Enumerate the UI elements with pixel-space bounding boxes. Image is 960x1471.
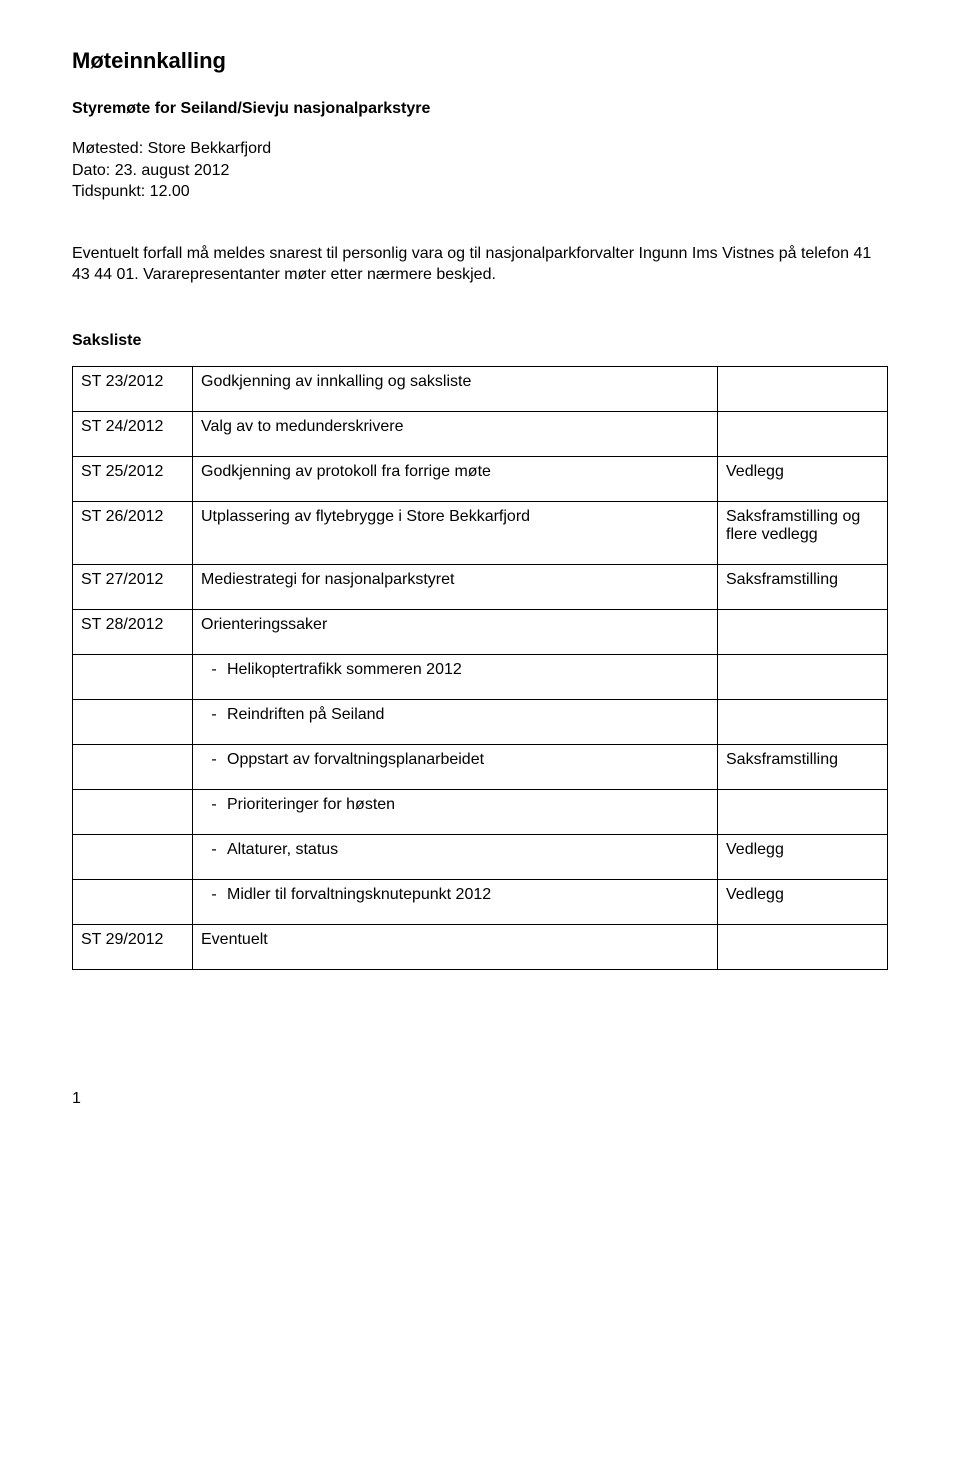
dash-icon: - [201,886,227,904]
case-note: Saksframstilling og flere vedlegg [718,501,888,564]
case-note: Vedlegg [718,879,888,924]
case-code [73,699,193,744]
case-code [73,744,193,789]
case-code: ST 28/2012 [73,609,193,654]
case-note [718,654,888,699]
table-row: - Reindriften på Seiland [73,699,888,744]
case-desc: - Reindriften på Seiland [193,699,718,744]
table-row: ST 23/2012 Godkjenning av innkalling og … [73,366,888,411]
bullet-label: Midler til forvaltningsknutepunkt 2012 [227,886,709,904]
case-note: Vedlegg [718,834,888,879]
case-code [73,834,193,879]
table-row: - Midler til forvaltningsknutepunkt 2012… [73,879,888,924]
dash-icon: - [201,661,227,679]
page-number: 1 [72,1090,888,1108]
case-desc: - Oppstart av forvaltningsplanarbeidet [193,744,718,789]
table-row: ST 26/2012 Utplassering av flytebrygge i… [73,501,888,564]
case-note [718,924,888,969]
case-note: Saksframstilling [718,744,888,789]
case-note [718,789,888,834]
bullet-label: Prioriteringer for høsten [227,796,709,814]
meeting-location: Møtested: Store Bekkarfjord [72,138,888,160]
case-code [73,654,193,699]
table-row: - Oppstart av forvaltningsplanarbeidet S… [73,744,888,789]
saksliste-table: ST 23/2012 Godkjenning av innkalling og … [72,366,888,970]
case-desc: Godkjenning av innkalling og saksliste [193,366,718,411]
table-row: ST 28/2012 Orienteringssaker [73,609,888,654]
bullet-label: Altaturer, status [227,841,709,859]
case-note [718,411,888,456]
meeting-time: Tidspunkt: 12.00 [72,181,888,203]
case-note: Saksframstilling [718,564,888,609]
meeting-date: Dato: 23. august 2012 [72,160,888,182]
case-note [718,699,888,744]
case-code: ST 26/2012 [73,501,193,564]
bullet-label: Oppstart av forvaltningsplanarbeidet [227,751,709,769]
dash-icon: - [201,841,227,859]
table-row: - Prioriteringer for høsten [73,789,888,834]
table-row: - Altaturer, status Vedlegg [73,834,888,879]
saksliste-title: Saksliste [72,332,888,350]
bullet-label: Reindriften på Seiland [227,706,709,724]
case-desc: Utplassering av flytebrygge i Store Bekk… [193,501,718,564]
bullet-label: Helikoptertrafikk sommeren 2012 [227,661,709,679]
case-code: ST 29/2012 [73,924,193,969]
table-row: - Helikoptertrafikk sommeren 2012 [73,654,888,699]
case-desc: Orienteringssaker [193,609,718,654]
page-subtitle: Styremøte for Seiland/Sievju nasjonalpar… [72,100,888,118]
meeting-meta: Møtested: Store Bekkarfjord Dato: 23. au… [72,138,888,203]
table-row: ST 24/2012 Valg av to medunderskrivere [73,411,888,456]
document-page: Møteinnkalling Styremøte for Seiland/Sie… [0,0,960,1148]
case-code [73,879,193,924]
table-row: ST 27/2012 Mediestrategi for nasjonalpar… [73,564,888,609]
page-title: Møteinnkalling [72,48,888,74]
case-note [718,609,888,654]
case-desc: Valg av to medunderskrivere [193,411,718,456]
dash-icon: - [201,751,227,769]
case-desc: Eventuelt [193,924,718,969]
dash-icon: - [201,706,227,724]
case-code [73,789,193,834]
case-note [718,366,888,411]
case-note: Vedlegg [718,456,888,501]
case-desc: - Prioriteringer for høsten [193,789,718,834]
case-code: ST 25/2012 [73,456,193,501]
case-code: ST 27/2012 [73,564,193,609]
table-row: ST 29/2012 Eventuelt [73,924,888,969]
case-desc: - Midler til forvaltningsknutepunkt 2012 [193,879,718,924]
case-desc: Mediestrategi for nasjonalparkstyret [193,564,718,609]
case-code: ST 24/2012 [73,411,193,456]
case-desc: Godkjenning av protokoll fra forrige møt… [193,456,718,501]
table-row: ST 25/2012 Godkjenning av protokoll fra … [73,456,888,501]
dash-icon: - [201,796,227,814]
case-desc: - Altaturer, status [193,834,718,879]
case-code: ST 23/2012 [73,366,193,411]
intro-paragraph: Eventuelt forfall må meldes snarest til … [72,243,888,286]
case-desc: - Helikoptertrafikk sommeren 2012 [193,654,718,699]
